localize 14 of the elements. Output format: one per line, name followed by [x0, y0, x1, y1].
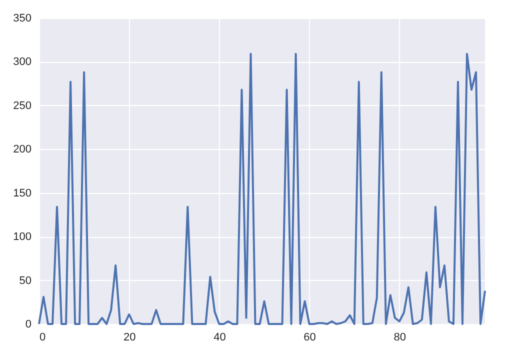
y-tick-label: 350: [13, 12, 32, 24]
y-tick-label: 150: [13, 187, 32, 200]
y-tick-label: 300: [13, 56, 32, 68]
x-tick-label: 40: [214, 332, 226, 344]
x-tick-label: 0: [40, 332, 46, 344]
y-tick-label: 250: [13, 100, 32, 112]
y-tick-label: 0: [25, 318, 32, 330]
y-tick-label: 200: [13, 144, 32, 156]
x-tick-label: 60: [304, 332, 316, 344]
x-tick-label: 20: [123, 332, 136, 344]
y-tick-label: 100: [13, 231, 32, 244]
x-tick-label: 80: [394, 332, 406, 344]
y-tick-label: 50: [19, 274, 32, 287]
line-series: [38, 52, 486, 325]
